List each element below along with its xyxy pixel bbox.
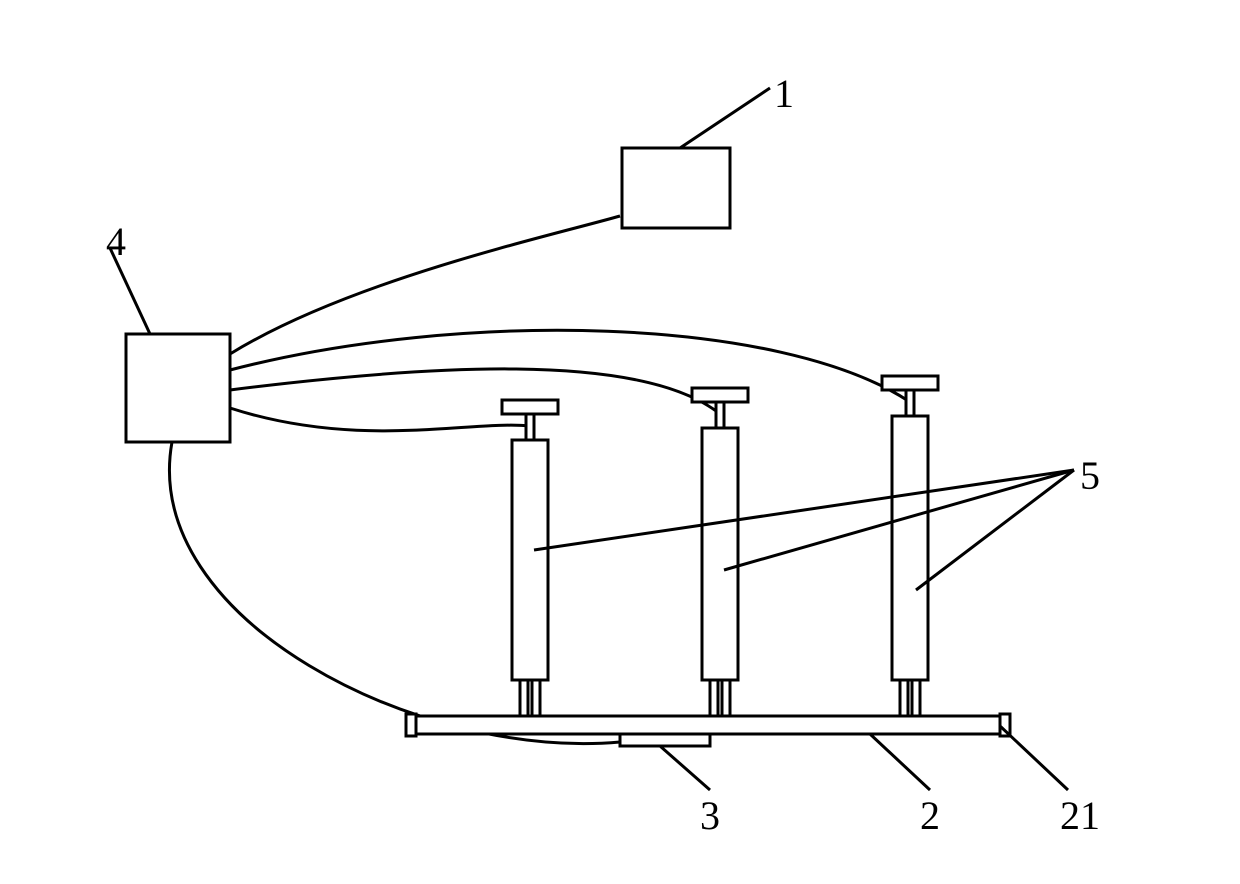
cylinder-rod-bot-b-2 xyxy=(912,680,920,716)
cylinder-cap-0 xyxy=(502,400,558,414)
wire-w_4_1 xyxy=(230,216,620,354)
sensor-3 xyxy=(620,734,710,746)
wire-w_4_cyl2 xyxy=(230,369,720,414)
wire-w_4_sensor xyxy=(169,442,620,744)
leader-l2 xyxy=(870,734,930,790)
box-1 xyxy=(622,148,730,228)
label-21: 21 xyxy=(1060,792,1100,839)
cylinder-rod-top-2 xyxy=(906,390,914,416)
cylinder-cap-1 xyxy=(692,388,748,402)
cylinder-rod-bot-a-1 xyxy=(710,680,718,716)
leader-l5_main xyxy=(916,470,1074,590)
wire-w_4_cyl3 xyxy=(230,330,910,402)
cylinder-rod-bot-a-2 xyxy=(900,680,908,716)
wire-w_4_cyl1 xyxy=(230,408,530,431)
cylinder-rod-bot-a-0 xyxy=(520,680,528,716)
cylinder-rod-bot-b-1 xyxy=(722,680,730,716)
diagram-svg xyxy=(0,0,1240,884)
leader-l3 xyxy=(660,746,710,790)
label-1: 1 xyxy=(774,70,794,117)
cylinder-body-1 xyxy=(702,428,738,680)
label-4: 4 xyxy=(106,218,126,265)
cylinder-body-2 xyxy=(892,416,928,680)
box-4 xyxy=(126,334,230,442)
cylinder-body-0 xyxy=(512,440,548,680)
label-2: 2 xyxy=(920,792,940,839)
cylinder-cap-2 xyxy=(882,376,938,390)
platform xyxy=(412,716,1004,734)
label-3: 3 xyxy=(700,792,720,839)
cylinder-rod-bot-b-0 xyxy=(532,680,540,716)
platform-cap-left xyxy=(406,714,416,736)
cylinder-rod-top-0 xyxy=(526,414,534,440)
leader-l1 xyxy=(680,88,770,148)
cylinder-rod-top-1 xyxy=(716,402,724,428)
leader-l21 xyxy=(1000,726,1068,790)
label-5: 5 xyxy=(1080,452,1100,499)
leader-l5_c xyxy=(534,470,1074,550)
